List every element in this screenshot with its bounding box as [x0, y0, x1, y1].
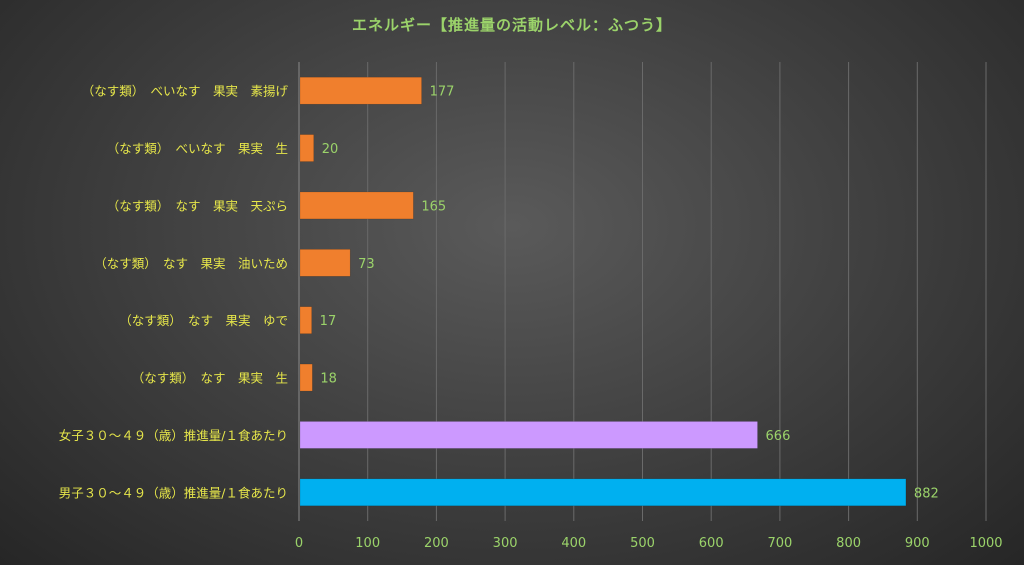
- category-label: （なす類） なす 果実 天ぷら: [107, 198, 288, 213]
- category-label: （なす類） なす 果実 生: [132, 371, 288, 386]
- bar: [299, 478, 907, 507]
- category-label: 男子３０～４９（歳）推進量/１食あたり: [59, 485, 288, 500]
- bar: [299, 134, 314, 162]
- x-tick-label: 100: [355, 536, 380, 551]
- data-label: 17: [320, 314, 337, 329]
- x-tick-label: 700: [767, 536, 792, 551]
- bar: [299, 249, 351, 277]
- x-tick-label: 600: [699, 536, 724, 551]
- category-label: （なす類） なす 果実 油いため: [94, 256, 288, 271]
- data-label: 666: [766, 429, 791, 444]
- data-label: 20: [322, 142, 339, 157]
- x-tick-label: 300: [493, 536, 518, 551]
- x-tick-label: 0: [295, 536, 303, 551]
- x-tick-label: 900: [905, 536, 930, 551]
- category-label: （なす類） べいなす 果実 素揚げ: [82, 84, 289, 99]
- x-tick-label: 200: [424, 536, 449, 551]
- category-label: 女子３０～４９（歳）推進量/１食あたり: [59, 428, 288, 443]
- x-tick-label: 400: [561, 536, 586, 551]
- data-label: 177: [430, 85, 455, 100]
- chart-title: エネルギー【推進量の活動レベル：ふつう】: [351, 16, 672, 34]
- x-tick-label: 800: [836, 536, 861, 551]
- bar: [299, 421, 758, 449]
- data-label: 165: [421, 199, 446, 214]
- data-label: 882: [914, 486, 939, 501]
- bar: [299, 306, 312, 334]
- data-label: 73: [358, 257, 375, 272]
- category-label: （なす類） なす 果実 ゆで: [119, 313, 288, 328]
- x-tick-label: 1000: [969, 536, 1002, 551]
- category-label: （なす類） べいなす 果実 生: [107, 141, 288, 156]
- bar: [299, 363, 313, 392]
- x-tick-label: 500: [630, 536, 655, 551]
- bar: [299, 76, 422, 105]
- data-label: 18: [320, 372, 337, 387]
- bar: [299, 191, 414, 220]
